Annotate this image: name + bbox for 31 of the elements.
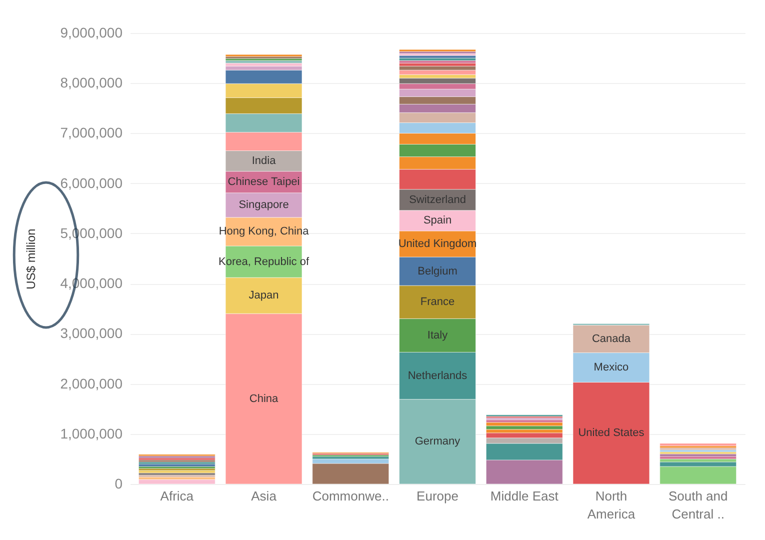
data-label: Italy (427, 329, 448, 342)
data-label: Singapore (238, 199, 289, 212)
data-label: Canada (592, 332, 632, 345)
data-label: Mexico (594, 361, 629, 374)
data-label: India (252, 155, 277, 168)
y-tick-label: 1,000,000 (60, 425, 123, 442)
data-label: France (420, 296, 455, 308)
data-label: Belgium (418, 265, 458, 278)
x-tick-label: Asia (251, 488, 278, 504)
y-tick-label: 8,000,000 (60, 74, 123, 91)
data-label: Chinese Taipei (228, 176, 300, 188)
data-label: Japan (248, 290, 279, 302)
y-tick-label: 2,000,000 (60, 375, 123, 392)
x-tick-label: Commonwe.. (312, 488, 389, 504)
y-tick-label: 7,000,000 (60, 124, 123, 141)
x-tick-label: South and Central .. (668, 488, 728, 522)
data-label: United States (578, 427, 645, 440)
y-tick-label: 6,000,000 (60, 174, 123, 191)
y-tick-label: 3,000,000 (60, 325, 123, 342)
data-label: Spain (423, 214, 452, 227)
y-axis-title: US$ million (24, 228, 38, 290)
x-tick-label: North America (587, 488, 636, 522)
data-label: Netherlands (408, 370, 468, 382)
data-label: Germany (414, 436, 461, 448)
data-label: Switzerland (409, 194, 466, 206)
y-tick-label: 9,000,000 (60, 24, 123, 40)
y-tick-label: 0 (114, 476, 123, 492)
x-tick-label: Middle East (490, 488, 559, 504)
x-tick-label: Europe (416, 488, 458, 504)
x-tick-label: Africa (160, 488, 194, 504)
data-label: China (249, 392, 280, 405)
